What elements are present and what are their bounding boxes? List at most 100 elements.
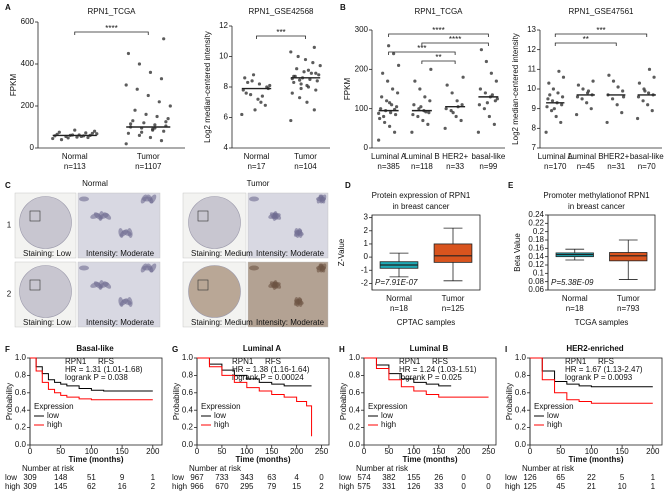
data-point [397,63,401,67]
significance-bracket [74,31,149,35]
x-tick-label: Luminal A [538,152,574,161]
gene-label: RPN1 [565,357,587,366]
logrank-p: logrank P = 0.038 [65,373,128,382]
chart-title: in breast cancer [568,202,625,211]
ihc-row: 2 [7,290,12,299]
risk-count: 733 [215,473,229,482]
survival-curve [364,357,452,387]
panel-label: C [5,181,11,190]
x-tick-label: n=17 [247,162,266,171]
survival-curve [530,357,653,404]
x-tick-label: n=18 [566,304,585,313]
risk-count: 670 [215,482,229,491]
y-axis-label: FPKM [9,74,18,97]
data-point [241,88,245,92]
y-tick-label: 1.0 [515,353,527,362]
risk-row-label: high [505,482,520,491]
risk-count: 966 [190,482,204,491]
data-point [636,95,641,99]
data-point [450,91,454,95]
risk-title: Number at risk [22,464,75,473]
data-point [575,112,579,117]
risk-count: 0 [319,473,324,482]
y-tick-label: 8 [224,82,229,91]
hazard-ratio: HR = 1.67 (1.13-2.47) [565,365,643,374]
y-tick-label: 10 [527,84,536,93]
x-tick-label: Tumor [137,152,160,161]
data-point [556,91,560,95]
ihc-caption: Intensity: Moderate [86,249,155,258]
data-point [299,86,303,91]
x-axis-label: TCGA samples [575,318,629,327]
data-point [547,81,551,85]
risk-count: 574 [357,473,371,482]
legend-title: Expression [34,402,74,411]
data-point [155,114,159,119]
data-point [646,103,650,107]
y-tick-label: 10 [219,52,228,61]
data-point [137,62,142,66]
risk-count: 145 [54,482,68,491]
data-point [386,79,390,83]
x-tick-label: 100 [585,447,599,456]
panel-label: I [505,345,507,354]
x-tick-label: 0 [528,447,533,456]
ihc-cell [118,228,124,238]
data-point [251,73,256,77]
survival-curve [197,357,313,437]
risk-count: 33 [434,482,443,491]
risk-count: 125 [523,482,537,491]
ihc-zoom [77,261,161,328]
data-point [490,93,494,97]
panel-label: F [5,345,10,354]
data-point [561,75,566,79]
significance-bracket [554,33,648,37]
panel-label: G [172,345,178,354]
ihc-cell [268,282,278,288]
x-tick-label: Luminal A [371,152,407,161]
ihc-zoom-box [29,279,41,291]
x-tick-label: 0 [362,447,367,456]
data-point [393,130,397,134]
y-tick-label: 1.0 [182,353,194,362]
data-point [263,103,267,107]
y-axis-label: Probability [339,383,348,420]
x-tick-label: Normal [386,294,412,303]
data-point [611,79,616,83]
risk-count: 10 [618,482,627,491]
data-point [445,83,449,87]
legend-title: Expression [368,402,408,411]
data-point [137,133,142,137]
data-point [378,116,382,121]
ihc-caption: Staining: Low [23,318,71,327]
data-point [478,87,482,91]
ihc-caption: Intensity: Moderate [86,318,155,327]
x-tick-label: 0 [195,447,200,456]
ihc-cell [118,297,124,307]
data-point [545,105,549,109]
x-tick-label: n=170 [544,162,567,171]
data-point [607,73,611,77]
risk-count: 79 [267,482,276,491]
legend-label: low [547,411,559,420]
data-point [646,91,651,95]
ihc-zoom [247,192,329,259]
plot-frame [29,357,163,446]
data-point [296,54,300,59]
data-point [410,130,414,134]
data-point [131,119,135,123]
ihc-zoom-box [29,210,41,222]
risk-title: Number at risk [522,464,575,473]
y-tick-label: 11 [528,64,537,73]
y-tick-label: 9 [532,104,537,113]
x-tick-label: 200 [457,447,471,456]
data-point [133,108,137,112]
ihc-zoom [77,192,161,259]
data-point [157,100,161,104]
data-point [86,135,90,140]
data-point [246,80,250,85]
data-point [544,130,548,134]
data-point [290,91,294,95]
survival-curve [30,357,153,392]
